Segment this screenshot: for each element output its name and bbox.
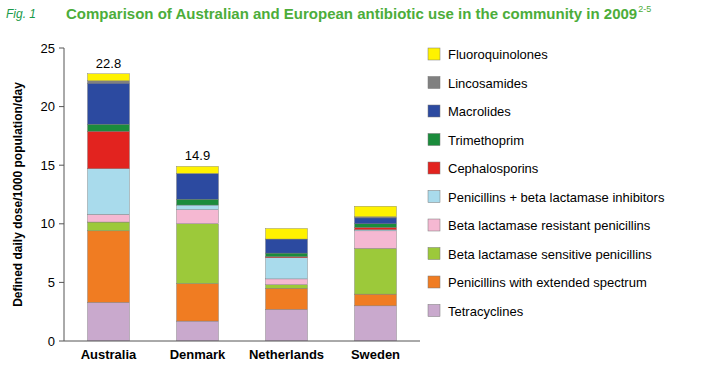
legend-swatch xyxy=(428,219,440,231)
bar-segment xyxy=(88,222,130,231)
bar-segment xyxy=(266,285,308,289)
legend-swatch xyxy=(428,77,440,89)
legend-label: Macrolides xyxy=(448,104,511,119)
bar-segment xyxy=(266,258,308,279)
bar-segment xyxy=(177,205,219,210)
y-axis-label: Defined daily dose/1000 population/day xyxy=(11,82,25,307)
bar-segment xyxy=(177,284,219,322)
y-tick xyxy=(59,165,64,166)
legend-label: Beta lactamase sensitive penicillins xyxy=(448,247,652,262)
bar-segment xyxy=(88,124,130,131)
total-label: 14.9 xyxy=(185,148,210,163)
legend-label: Penicillins with extended spectrum xyxy=(448,275,647,290)
bar-segment xyxy=(355,231,397,249)
legend-swatch xyxy=(428,305,440,317)
bar-segment xyxy=(88,83,130,124)
legend-swatch xyxy=(428,134,440,146)
y-tick xyxy=(59,48,64,49)
y-tick-label: 20 xyxy=(41,99,55,114)
legend-swatch xyxy=(428,162,440,174)
bar-segment xyxy=(266,228,308,239)
y-tick xyxy=(59,106,64,107)
bar-segment xyxy=(177,199,219,205)
y-tick-label: 15 xyxy=(41,158,55,173)
bar-segment xyxy=(88,81,130,83)
bar-segment xyxy=(266,253,308,257)
bar-segment xyxy=(177,321,219,341)
y-tick-label: 0 xyxy=(48,334,55,349)
bar-segment xyxy=(266,309,308,341)
bar-segment xyxy=(88,74,130,81)
y-tick-label: 5 xyxy=(48,275,55,290)
y-tick-label: 25 xyxy=(41,41,55,56)
bar-segment xyxy=(177,166,219,173)
bar-segment xyxy=(177,210,219,224)
bar-segment xyxy=(355,306,397,341)
x-axis xyxy=(64,341,420,342)
legend-swatch xyxy=(428,248,440,260)
legend-label: Trimethoprim xyxy=(448,133,524,148)
figure-label: Fig. 1 xyxy=(6,7,36,21)
legend-swatch xyxy=(428,191,440,203)
bar-segment xyxy=(266,279,308,285)
title-note: 2-5 xyxy=(638,4,651,14)
bar-segment xyxy=(177,224,219,284)
x-tick-label: Australia xyxy=(81,347,137,362)
legend-label: Tetracyclines xyxy=(448,304,524,319)
x-tick-label: Sweden xyxy=(351,347,400,362)
bar-segment xyxy=(88,169,130,215)
y-tick-label: 10 xyxy=(41,216,55,231)
x-tick-label: Denmark xyxy=(170,347,226,362)
legend-label: Penicillins + beta lactamase inhibitors xyxy=(448,190,665,205)
chart: Fig. 1 Comparison of Australian and Europ… xyxy=(0,0,704,386)
legend-label: Beta lactamase resistant penicillins xyxy=(448,218,651,233)
bar-segment xyxy=(266,288,308,309)
total-label: 22.8 xyxy=(96,56,121,71)
legend-swatch xyxy=(428,105,440,117)
y-tick xyxy=(59,341,64,342)
legend-swatch xyxy=(428,48,440,60)
bar-segment xyxy=(266,239,308,253)
bar-segment xyxy=(355,248,397,294)
y-axis xyxy=(64,48,65,341)
bar-segment xyxy=(355,227,397,229)
bar-segment xyxy=(88,302,130,341)
legend-swatch xyxy=(428,276,440,288)
bar-segment xyxy=(355,218,397,224)
y-tick xyxy=(59,223,64,224)
title: Comparison of Australian and European an… xyxy=(66,5,637,22)
bars xyxy=(88,74,397,341)
legend-label: Fluoroquinolones xyxy=(448,47,548,62)
y-tick xyxy=(59,282,64,283)
bar-segment xyxy=(88,231,130,302)
bar-segment xyxy=(88,131,130,169)
x-tick-label: Netherlands xyxy=(249,347,324,362)
bar-segment xyxy=(88,214,130,222)
bar-segment xyxy=(355,224,397,228)
legend-label: Lincosamides xyxy=(448,76,528,91)
bar-segment xyxy=(177,173,219,199)
bar-segment xyxy=(355,206,397,217)
bar-segment xyxy=(355,294,397,306)
legend-label: Cephalosporins xyxy=(448,161,539,176)
